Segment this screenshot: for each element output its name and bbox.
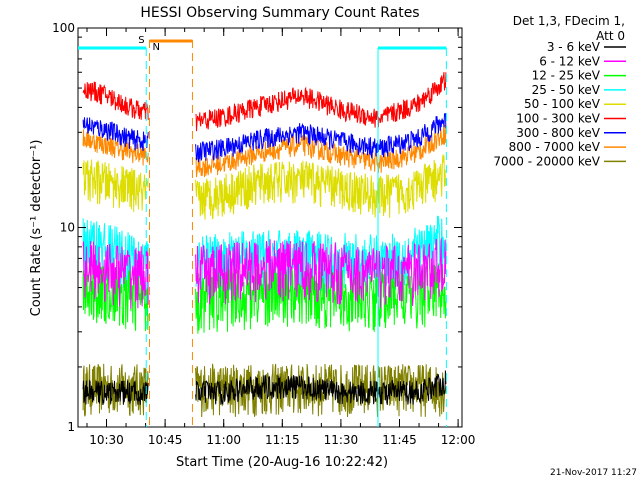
legend-label-6: 300 - 800 keV (516, 126, 600, 140)
legend-header-line1: Det 1,3, FDecim 1, (513, 14, 625, 28)
series-line-7 (195, 124, 447, 178)
series-line-5 (82, 81, 149, 121)
x-axis: 10:30 10:45 11:00 11:15 11:30 11:45 12:00 (86, 28, 476, 447)
series-line-5 (195, 72, 447, 132)
series-line-8 (195, 363, 447, 418)
series-line-1 (195, 238, 447, 309)
x-tick-label: 11:00 (206, 433, 241, 447)
legend-label-4: 50 - 100 keV (524, 97, 601, 111)
x-tick-label: 11:45 (382, 433, 417, 447)
series-line-0 (195, 370, 447, 405)
y-tick-label: 1 (67, 420, 75, 434)
series-line-4 (82, 159, 149, 213)
saa-label: S (138, 35, 144, 46)
plot-frame (77, 27, 463, 428)
y-axis-label: Count Rate (s⁻¹ detector⁻¹) (29, 140, 44, 317)
series-line-0 (82, 379, 149, 405)
series-line-1 (82, 241, 149, 309)
legend-label-7: 800 - 7000 keV (509, 140, 601, 154)
x-tick-label: 12:00 (441, 433, 476, 447)
legend-header-line2: Att 0 (596, 29, 625, 43)
x-tick-label: 11:15 (265, 433, 300, 447)
chart-title: HESSI Observing Summary Count Rates (140, 5, 419, 21)
legend-label-8: 7000 - 20000 keV (493, 154, 600, 168)
series-line-4 (195, 154, 447, 220)
legend-label-1: 6 - 12 keV (539, 54, 601, 68)
night-label: N (152, 42, 159, 53)
y-tick-label: 100 (52, 21, 75, 35)
legend-label-0: 3 - 6 keV (547, 40, 601, 54)
series-line-6 (195, 113, 447, 163)
plot-area (82, 72, 447, 418)
x-tick-label: 10:45 (148, 433, 183, 447)
legend-label-2: 12 - 25 keV (532, 69, 601, 83)
x-tick-label: 10:30 (89, 433, 124, 447)
legend-label-5: 100 - 300 keV (516, 112, 600, 126)
y-axis: 1 10 100 (52, 21, 462, 434)
series-line-7 (82, 129, 149, 166)
x-axis-label: Start Time (20-Aug-16 10:22:42) (176, 455, 388, 470)
legend-label-3: 25 - 50 keV (532, 83, 601, 97)
y-tick-label: 10 (60, 221, 75, 235)
series-line-3 (82, 218, 149, 298)
series-line-6 (82, 117, 149, 152)
footer-date: 21-Nov-2017 11:27 (550, 468, 637, 478)
x-tick-label: 11:30 (324, 433, 359, 447)
